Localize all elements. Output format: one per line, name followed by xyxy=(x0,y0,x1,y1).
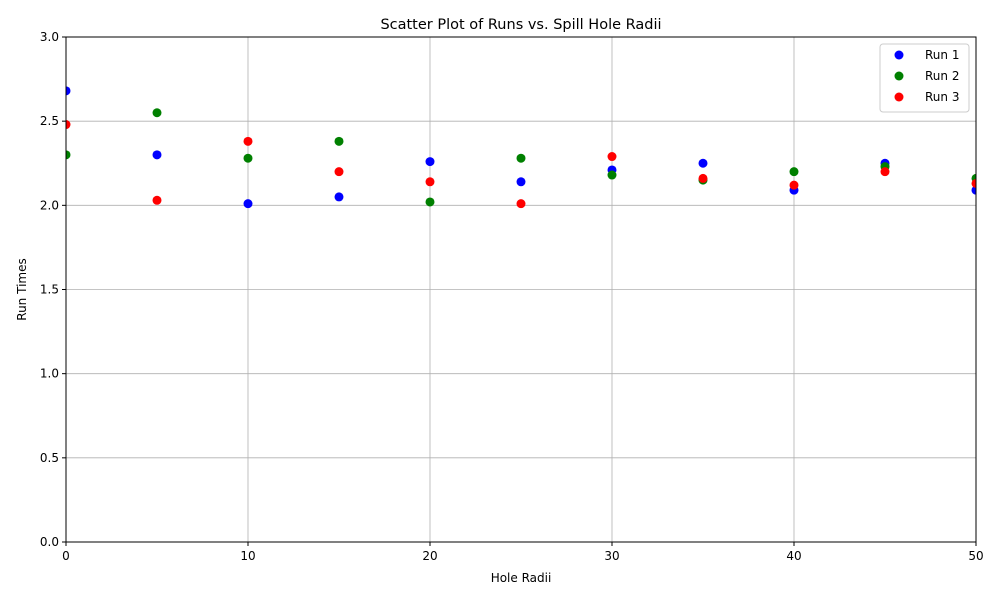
x-tick-label: 10 xyxy=(240,549,255,563)
data-point xyxy=(66,120,71,130)
data-point xyxy=(971,178,976,188)
data-point xyxy=(698,158,708,168)
y-tick-label: 0.0 xyxy=(40,535,59,549)
legend-label: Run 2 xyxy=(925,69,959,83)
y-tick-label: 1.5 xyxy=(40,283,59,297)
data-point xyxy=(66,150,71,160)
data-point xyxy=(152,108,162,118)
data-point xyxy=(516,199,526,209)
data-point xyxy=(516,177,526,187)
y-axis-label: Run Times xyxy=(15,258,29,320)
legend-marker xyxy=(894,71,904,81)
data-point xyxy=(789,180,799,190)
series-3 xyxy=(66,120,976,209)
data-point xyxy=(607,152,617,162)
data-point xyxy=(516,153,526,163)
y-tick-label: 2.5 xyxy=(40,114,59,128)
axis-ticks: 0 10 20 30 40 50 0.0 0.5 1.0 1.5 2.0 2.5 3.0 xyxy=(40,30,984,563)
data-points xyxy=(66,86,976,209)
data-point xyxy=(425,157,435,167)
data-point xyxy=(334,167,344,177)
x-tick-label: 20 xyxy=(422,549,437,563)
y-tick-label: 1.0 xyxy=(40,367,59,381)
data-point xyxy=(880,167,890,177)
data-point xyxy=(152,195,162,205)
data-point xyxy=(425,177,435,187)
x-tick-label: 0 xyxy=(62,549,70,563)
y-tick-label: 3.0 xyxy=(40,30,59,44)
chart-title: Scatter Plot of Runs vs. Spill Hole Radi… xyxy=(380,17,661,33)
data-point xyxy=(789,167,799,177)
x-axis-label: Hole Radii xyxy=(491,571,552,585)
data-point xyxy=(66,86,71,96)
data-point xyxy=(152,150,162,160)
x-tick-label: 50 xyxy=(968,549,983,563)
legend-label: Run 1 xyxy=(925,48,959,62)
x-tick-label: 40 xyxy=(786,549,801,563)
y-tick-label: 2.0 xyxy=(40,198,59,212)
x-tick-label: 30 xyxy=(604,549,619,563)
data-point xyxy=(425,197,435,207)
data-point xyxy=(607,170,617,180)
data-point xyxy=(698,173,708,183)
data-point xyxy=(243,153,253,163)
legend-marker xyxy=(894,92,904,102)
data-point xyxy=(243,136,253,146)
data-point xyxy=(971,185,976,195)
y-tick-label: 0.5 xyxy=(40,451,59,465)
data-point xyxy=(334,136,344,146)
legend-label: Run 3 xyxy=(925,90,959,104)
legend-marker xyxy=(894,50,904,60)
data-point xyxy=(243,199,253,209)
legend: Run 1 Run 2 Run 3 xyxy=(879,43,970,113)
data-point xyxy=(334,192,344,202)
